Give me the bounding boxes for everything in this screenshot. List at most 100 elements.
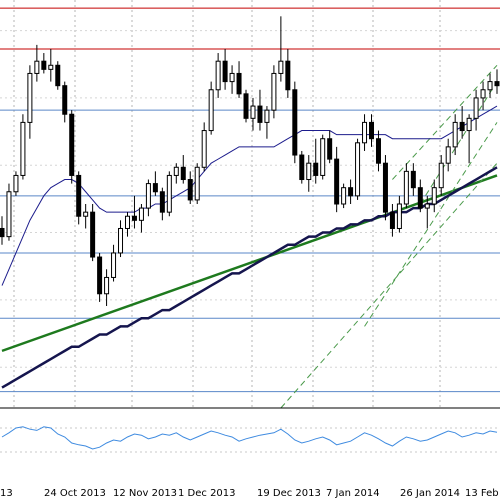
candle-body-up <box>111 252 117 278</box>
candle-body-down <box>299 154 305 181</box>
grid <box>0 0 500 408</box>
candle <box>76 171 82 225</box>
candle <box>313 138 319 184</box>
candle-body-down <box>222 60 228 83</box>
candle <box>222 48 228 90</box>
candle-body-up <box>396 203 402 229</box>
candle-body-down <box>313 162 319 176</box>
x-tick-label: 26 Jan 2014 <box>400 488 460 499</box>
candle <box>431 179 437 213</box>
candle <box>215 53 221 98</box>
candle-body-up <box>424 203 430 209</box>
candle-body-down <box>152 183 158 193</box>
candle-body-down <box>41 60 47 70</box>
candle-body-down <box>494 81 500 87</box>
candle <box>159 187 165 221</box>
trendline-dashed <box>419 81 498 205</box>
candle-body-down <box>389 211 395 229</box>
candle <box>334 146 340 213</box>
candle <box>480 81 486 111</box>
candle <box>382 155 388 221</box>
candle <box>389 204 395 237</box>
candle-body-up <box>83 211 89 217</box>
candle <box>201 122 207 172</box>
candle <box>236 61 242 98</box>
candles <box>0 16 500 306</box>
candle-body-up <box>166 174 172 213</box>
candle <box>131 195 137 229</box>
x-axis-labels: 13 24 Oct 2013 12 Nov 2013 1 Dec 2013 19 Dec… <box>0 488 499 499</box>
candle <box>27 65 33 139</box>
candle <box>118 220 124 258</box>
candle <box>320 134 326 180</box>
x-tick-label: 24 Oct 2013 <box>44 488 106 499</box>
candle <box>438 155 444 196</box>
candle-body-up <box>473 97 479 119</box>
candle-body-down <box>236 72 242 95</box>
trendline-dashed <box>392 64 498 180</box>
candle <box>285 48 291 98</box>
moving-averages <box>1 105 498 389</box>
candle-body-up <box>466 117 472 132</box>
candle <box>166 171 172 217</box>
candle-body-down <box>187 179 193 201</box>
candle-body-down <box>327 138 333 160</box>
candle <box>459 106 465 139</box>
candle-body-down <box>159 191 165 213</box>
candle <box>180 155 186 184</box>
candle-body-up <box>194 166 200 201</box>
candle <box>229 65 235 94</box>
trendline-dashed <box>280 162 498 409</box>
candle <box>90 204 96 262</box>
candle <box>410 163 416 196</box>
candle-body-up <box>124 215 130 229</box>
candle-body-up <box>320 138 326 176</box>
candle-body-up <box>306 162 312 181</box>
candle-body-down <box>459 121 465 132</box>
candle <box>69 110 75 184</box>
candle <box>341 183 347 209</box>
candle-body-up <box>431 187 437 205</box>
candle-body-down <box>180 166 186 181</box>
candle-body-up <box>215 60 221 91</box>
candle-body-down <box>62 85 68 115</box>
candle <box>487 73 493 98</box>
candle-body-down <box>375 138 381 164</box>
candle <box>152 171 158 196</box>
candle-body-up <box>27 72 33 123</box>
x-tick-label: 19 Dec 2013 <box>257 488 321 499</box>
candle-body-down <box>382 162 388 213</box>
candle <box>0 216 5 245</box>
candle-body-up <box>452 121 458 148</box>
candle <box>48 48 54 82</box>
candle <box>473 89 479 131</box>
candle-body-up <box>355 142 361 197</box>
candle-body-up <box>264 109 270 123</box>
candle-body-up <box>118 227 124 254</box>
candle <box>208 81 214 135</box>
candle <box>111 244 117 282</box>
candle-body-up <box>13 174 19 193</box>
candle <box>194 163 200 204</box>
candle-body-up <box>362 121 368 144</box>
oscillator-line <box>1 426 498 450</box>
candle-body-up <box>403 170 409 205</box>
candle <box>97 252 103 302</box>
moving-average-line <box>1 105 498 286</box>
candle-body-down <box>410 170 416 189</box>
candle-body-down <box>55 64 61 87</box>
candle-body-up <box>48 64 54 70</box>
candle-body-up <box>20 121 26 176</box>
candle-body-up <box>34 60 40 74</box>
candle-body-down <box>90 211 96 258</box>
candle <box>243 89 249 123</box>
candle <box>369 114 375 147</box>
candle <box>292 81 298 164</box>
candle <box>55 61 61 90</box>
candle-body-down <box>76 174 82 217</box>
candle-body-up <box>271 72 277 111</box>
candle <box>494 69 500 94</box>
moving-average-line <box>1 166 498 389</box>
candle <box>278 16 284 82</box>
candle <box>34 44 40 82</box>
